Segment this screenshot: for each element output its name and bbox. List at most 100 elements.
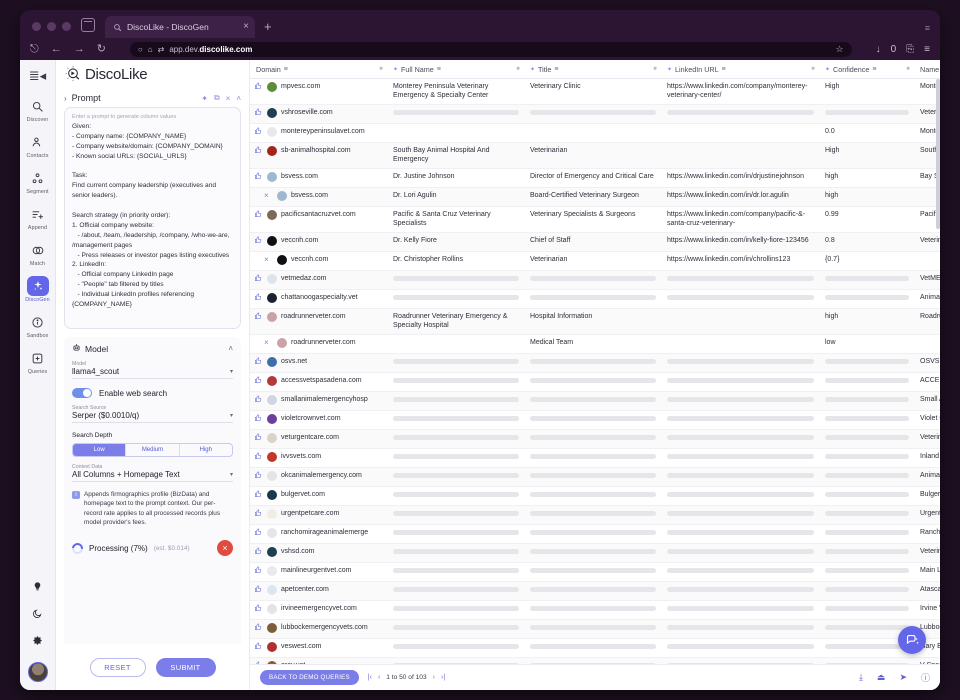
cell-full-name[interactable] bbox=[387, 582, 524, 595]
cell-full-name[interactable] bbox=[387, 468, 524, 481]
cell-name[interactable]: Inland Valley bbox=[920, 452, 940, 460]
chat-support-button[interactable] bbox=[898, 626, 926, 654]
approve-thumb-icon[interactable] bbox=[254, 642, 263, 652]
table-row[interactable]: × roadrunnerveter.com Medical Team low bbox=[250, 335, 940, 354]
tab-close-icon[interactable]: × bbox=[243, 21, 249, 32]
magic-sparkle-icon[interactable]: ✦ bbox=[201, 93, 208, 103]
cell-full-name[interactable]: Pacific & Santa Cruz Veterinary Speciali… bbox=[393, 210, 491, 228]
window-controls[interactable] bbox=[26, 22, 79, 38]
cell-confidence[interactable]: high bbox=[825, 191, 839, 199]
sidebar-collapse-icon[interactable]: ≣◂ bbox=[28, 68, 47, 83]
cell-name[interactable]: Bulger Veter bbox=[920, 490, 940, 498]
approve-thumb-icon[interactable] bbox=[254, 274, 263, 284]
cell-full-name[interactable] bbox=[387, 354, 524, 367]
cell-name[interactable]: Atascadero bbox=[920, 585, 940, 593]
cell-name[interactable]: Pacific & Sa bbox=[920, 210, 940, 218]
cell-name[interactable]: South Bay A bbox=[920, 146, 940, 154]
cell-name[interactable]: ACCESS Spe bbox=[920, 376, 940, 384]
column-filter-icon[interactable]: ⨳ bbox=[906, 65, 910, 72]
reset-button[interactable]: RESET bbox=[89, 657, 146, 677]
column-header-confidence[interactable]: ✦ Confidence ≡ ⨳ bbox=[819, 65, 914, 74]
cell-confidence[interactable]: 0.99 bbox=[825, 210, 839, 218]
approve-thumb-icon[interactable] bbox=[254, 661, 263, 664]
cell-domain[interactable]: vetmedaz.com bbox=[250, 271, 387, 287]
cell-confidence[interactable]: high bbox=[825, 172, 839, 180]
cell-title[interactable]: Veterinarian bbox=[530, 255, 568, 263]
reject-icon[interactable]: × bbox=[264, 337, 269, 347]
approve-thumb-icon[interactable] bbox=[254, 293, 263, 303]
cell-title[interactable] bbox=[524, 430, 661, 443]
table-row[interactable]: pacificsantacruzvet.com Pacific & Santa C… bbox=[250, 207, 940, 233]
cell-name[interactable]: Main Line U bbox=[920, 566, 940, 574]
cell-name[interactable]: Veterinary S bbox=[920, 547, 940, 555]
cell-title[interactable]: Medical Team bbox=[530, 338, 574, 346]
approve-thumb-icon[interactable] bbox=[254, 172, 263, 182]
column-header-linkedin_url[interactable]: ✦ LinkedIn URL ≡ ⨳ bbox=[661, 65, 819, 74]
approve-thumb-icon[interactable] bbox=[254, 566, 263, 576]
table-row[interactable]: irvineemergencyvet.com Irvine Valley bbox=[250, 601, 940, 620]
cell-linkedin-url[interactable] bbox=[661, 124, 819, 130]
cell-full-name[interactable]: Roadrunner Veterinary Emergency & Specia… bbox=[393, 312, 508, 330]
cell-name[interactable]: Lubbock Sm bbox=[920, 623, 940, 631]
cell-confidence[interactable]: High bbox=[825, 83, 840, 90]
sidebar-item-append[interactable]: Append bbox=[20, 204, 56, 231]
cell-title[interactable] bbox=[524, 392, 661, 405]
table-row[interactable]: mainlineurgentvet.com Main Line U bbox=[250, 563, 940, 582]
cell-name[interactable]: Veterinary U bbox=[920, 433, 940, 441]
cell-full-name[interactable]: Dr. Kelly Fiore bbox=[393, 236, 437, 244]
cell-title[interactable] bbox=[524, 354, 661, 367]
cell-domain[interactable]: roadrunnerveter.com bbox=[250, 309, 387, 325]
cell-full-name[interactable] bbox=[387, 620, 524, 633]
cell-confidence[interactable] bbox=[819, 563, 914, 576]
cell-name[interactable]: VetMED Eme bbox=[920, 274, 940, 282]
cell-name[interactable]: OSVS bbox=[920, 357, 940, 365]
cell-linkedin-url[interactable] bbox=[661, 449, 819, 462]
cell-confidence[interactable]: High bbox=[825, 146, 840, 154]
column-filter-icon[interactable]: ⨳ bbox=[811, 65, 815, 72]
column-menu-icon[interactable]: ≡ bbox=[283, 65, 288, 73]
cell-linkedin-url[interactable] bbox=[661, 290, 819, 303]
search-depth-option-medium[interactable]: Medium bbox=[126, 444, 180, 456]
cell-domain[interactable]: × veccnh.com bbox=[250, 252, 387, 268]
cell-title[interactable]: Veterinary Clinic bbox=[530, 83, 581, 90]
cell-confidence[interactable]: 0.0 bbox=[825, 127, 835, 135]
approve-thumb-icon[interactable] bbox=[254, 414, 263, 424]
table-row[interactable]: × bsvess.com Dr. Lori Agulin Board-Certifie… bbox=[250, 187, 940, 207]
cell-title[interactable] bbox=[524, 639, 661, 652]
cell-full-name[interactable]: Dr. Lori Agulin bbox=[393, 191, 437, 199]
approve-thumb-icon[interactable] bbox=[254, 127, 263, 137]
cell-linkedin-url[interactable] bbox=[661, 271, 819, 284]
approve-thumb-icon[interactable] bbox=[254, 585, 263, 595]
table-row[interactable]: montereypeninsulavet.com 0.0 Monterey Pe bbox=[250, 124, 940, 143]
extensions-icon[interactable]: ⎘ bbox=[906, 43, 915, 55]
cell-domain[interactable]: lubbockemergencyvets.com bbox=[250, 620, 387, 636]
cell-linkedin-url[interactable] bbox=[661, 373, 819, 386]
cell-linkedin-url[interactable] bbox=[661, 487, 819, 500]
vertical-scrollbar[interactable] bbox=[936, 79, 940, 229]
approve-thumb-icon[interactable] bbox=[254, 509, 263, 519]
cell-full-name[interactable]: South Bay Animal Hospital And Emergency bbox=[393, 146, 490, 164]
table-row[interactable]: vshroseville.com Veterinary S bbox=[250, 104, 940, 124]
info-icon[interactable]: ⓘ bbox=[920, 673, 930, 683]
table-row[interactable]: apetcenter.com Atascadero bbox=[250, 581, 940, 601]
cell-linkedin-url[interactable]: https://www.linkedin.com/in/drjustinejoh… bbox=[667, 172, 804, 180]
table-row[interactable]: okcanimalemergency.com Animal Eme bbox=[250, 467, 940, 487]
cell-domain[interactable]: × roadrunnerveter.com bbox=[250, 335, 387, 351]
cell-full-name[interactable] bbox=[387, 105, 524, 118]
cell-linkedin-url[interactable] bbox=[661, 601, 819, 614]
dark-mode-icon[interactable] bbox=[32, 608, 43, 622]
cell-linkedin-url[interactable]: https://www.linkedin.com/company/montere… bbox=[667, 83, 808, 100]
table-row[interactable]: lubbockemergencyvets.com Lubbock Sm bbox=[250, 619, 940, 639]
close-window-dot[interactable] bbox=[32, 22, 41, 31]
cell-title[interactable] bbox=[524, 105, 661, 118]
cell-title[interactable] bbox=[524, 487, 661, 500]
approve-thumb-icon[interactable] bbox=[254, 528, 263, 538]
cell-confidence[interactable]: 0.8 bbox=[825, 236, 835, 244]
table-row[interactable]: roadrunnerveter.com Roadrunner Veterinary… bbox=[250, 308, 940, 335]
approve-thumb-icon[interactable] bbox=[254, 146, 263, 156]
table-row[interactable]: smallanimalemergencyhosp Small Anima bbox=[250, 391, 940, 411]
cell-domain[interactable]: sb-animalhospital.com bbox=[250, 143, 387, 159]
column-menu-icon[interactable]: ≡ bbox=[872, 65, 877, 73]
sidebar-item-match[interactable]: Match bbox=[20, 240, 56, 267]
column-header-domain[interactable]: Domain ≡ ⨳ bbox=[250, 65, 387, 74]
